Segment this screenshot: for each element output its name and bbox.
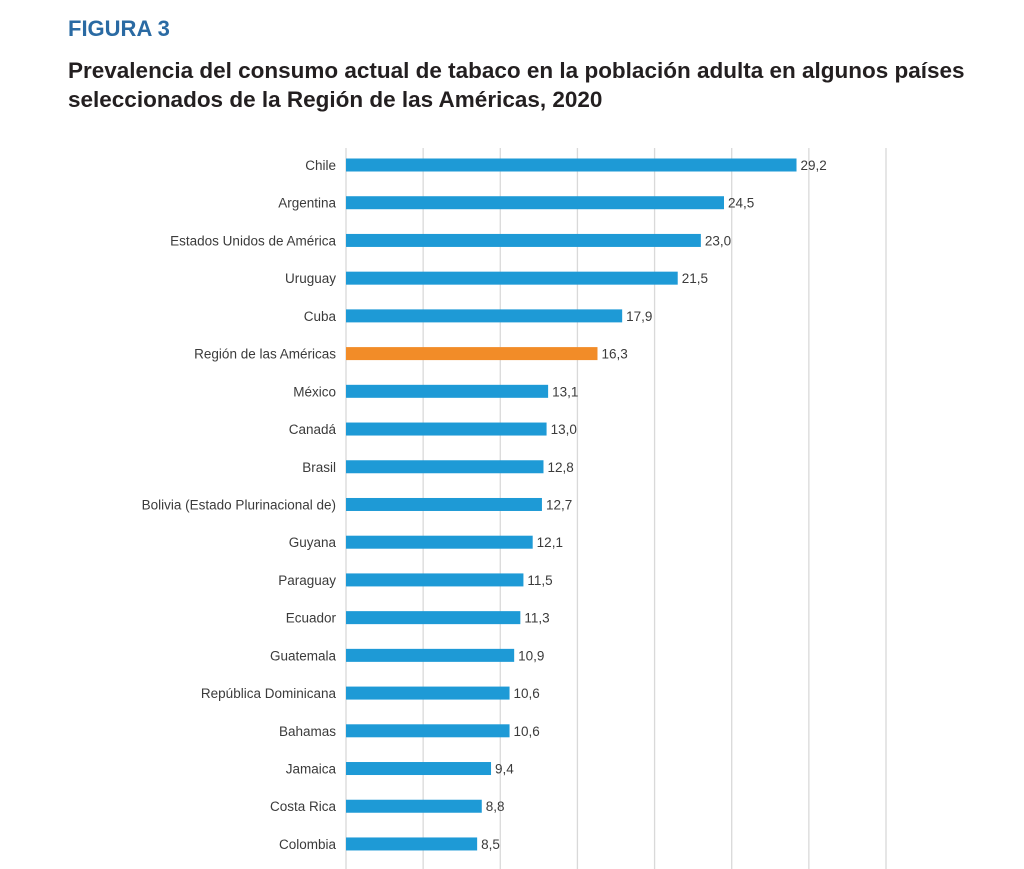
bar <box>346 347 598 361</box>
data-label: 12,1 <box>537 535 563 550</box>
bar <box>346 535 533 549</box>
category-label: Colombia <box>279 837 337 852</box>
bar <box>346 686 510 700</box>
category-label: Chile <box>305 158 336 173</box>
data-label: 17,9 <box>626 309 652 324</box>
bar <box>346 158 797 172</box>
bar <box>346 573 524 587</box>
bar <box>346 799 482 813</box>
data-label: 21,5 <box>682 271 708 286</box>
figure-label: FIGURA 3 <box>68 16 170 41</box>
chart-title: Prevalencia del consumo actual de tabaco… <box>68 58 965 112</box>
category-label: Región de las Américas <box>194 347 336 362</box>
data-label: 10,6 <box>514 686 540 701</box>
data-label: 29,2 <box>801 158 827 173</box>
category-label: Bahamas <box>279 724 336 739</box>
bar <box>346 497 542 511</box>
category-label: Guatemala <box>270 648 337 663</box>
data-label: 12,7 <box>546 497 572 512</box>
category-label: Uruguay <box>285 271 336 286</box>
category-label: Paraguay <box>278 573 336 588</box>
category-label: Argentina <box>278 196 336 211</box>
data-label: 13,0 <box>551 422 577 437</box>
bar <box>346 611 521 625</box>
category-label: República Dominicana <box>201 686 337 701</box>
category-label: Costa Rica <box>270 799 337 814</box>
bar <box>346 309 623 323</box>
bar <box>346 724 510 738</box>
category-label: México <box>293 384 336 399</box>
data-label: 12,8 <box>547 460 573 475</box>
data-label: 10,6 <box>514 724 540 739</box>
category-label: Bolivia (Estado Plurinacional de) <box>142 497 336 512</box>
category-label: Cuba <box>304 309 337 324</box>
data-label: 24,5 <box>728 196 754 211</box>
category-label: Canadá <box>289 422 337 437</box>
data-label: 16,3 <box>601 347 627 362</box>
bar <box>346 460 544 474</box>
data-label: 8,5 <box>481 837 500 852</box>
category-label: Ecuador <box>286 611 337 626</box>
data-label: 9,4 <box>495 762 514 777</box>
data-label: 23,0 <box>705 233 731 248</box>
bar <box>346 233 701 247</box>
data-label: 8,8 <box>486 799 505 814</box>
category-label: Estados Unidos de América <box>170 233 336 248</box>
data-label: 11,3 <box>524 611 549 626</box>
bar <box>346 648 515 662</box>
bar <box>346 837 478 851</box>
data-label: 13,1 <box>552 384 578 399</box>
bar <box>346 271 678 285</box>
bar <box>346 196 724 210</box>
bar <box>346 384 549 398</box>
bar <box>346 762 492 776</box>
category-label: Jamaica <box>286 762 337 777</box>
data-label: 10,9 <box>518 648 544 663</box>
category-label: Brasil <box>302 460 336 475</box>
bar <box>346 422 547 436</box>
category-label: Guyana <box>289 535 337 550</box>
data-label: 11,5 <box>527 573 552 588</box>
